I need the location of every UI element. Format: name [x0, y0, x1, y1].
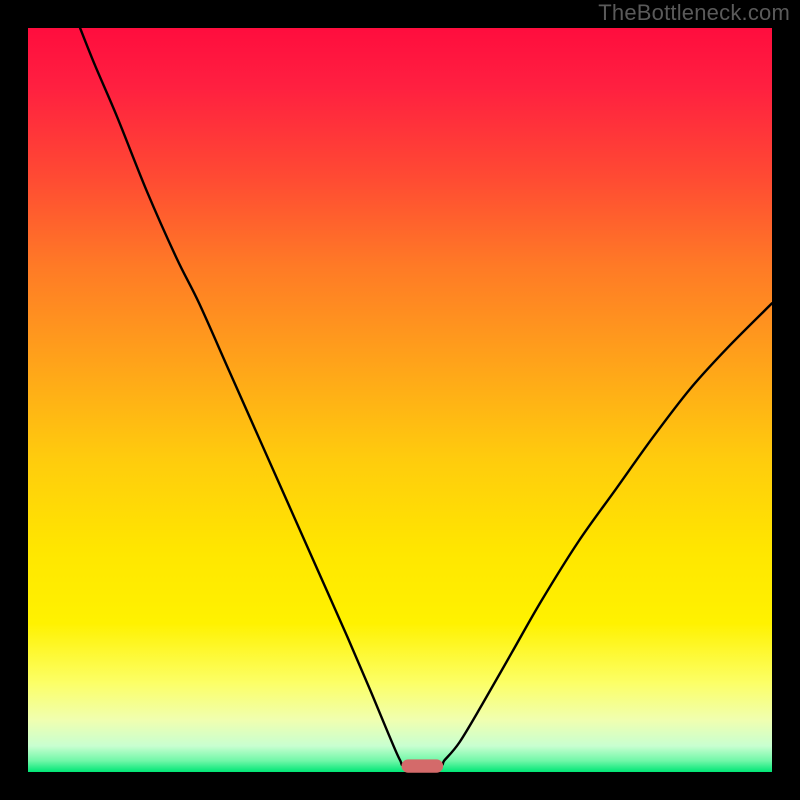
watermark-text: TheBottleneck.com	[598, 0, 790, 26]
bottleneck-chart	[0, 0, 800, 800]
chart-background	[28, 28, 772, 772]
optimal-marker	[401, 759, 443, 772]
